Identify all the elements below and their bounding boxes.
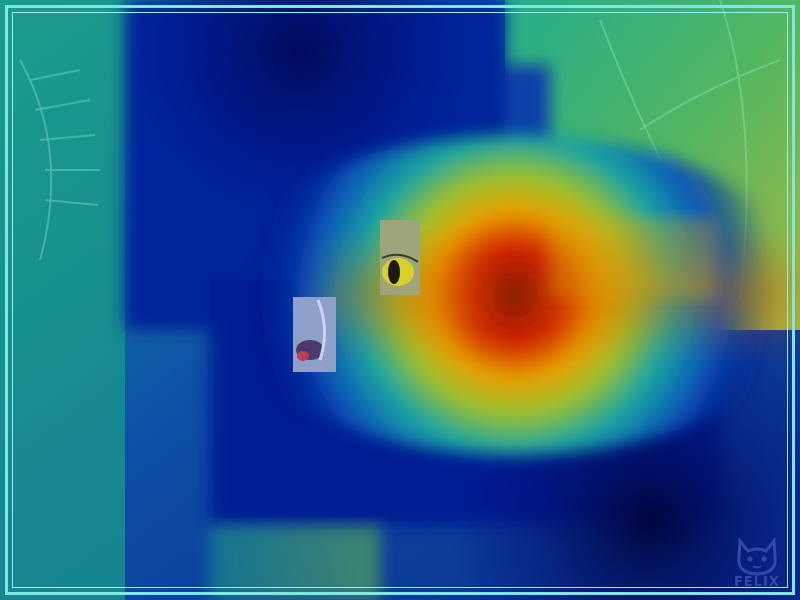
cat-eye-patch <box>380 220 420 295</box>
heat-right-block <box>548 218 718 298</box>
felix-watermark: FELIX <box>726 537 788 590</box>
watermark-text: FELIX <box>734 575 780 590</box>
cat-face-icon <box>737 537 777 576</box>
foliage-bottom <box>210 525 380 600</box>
cat-nose-patch <box>293 297 336 372</box>
